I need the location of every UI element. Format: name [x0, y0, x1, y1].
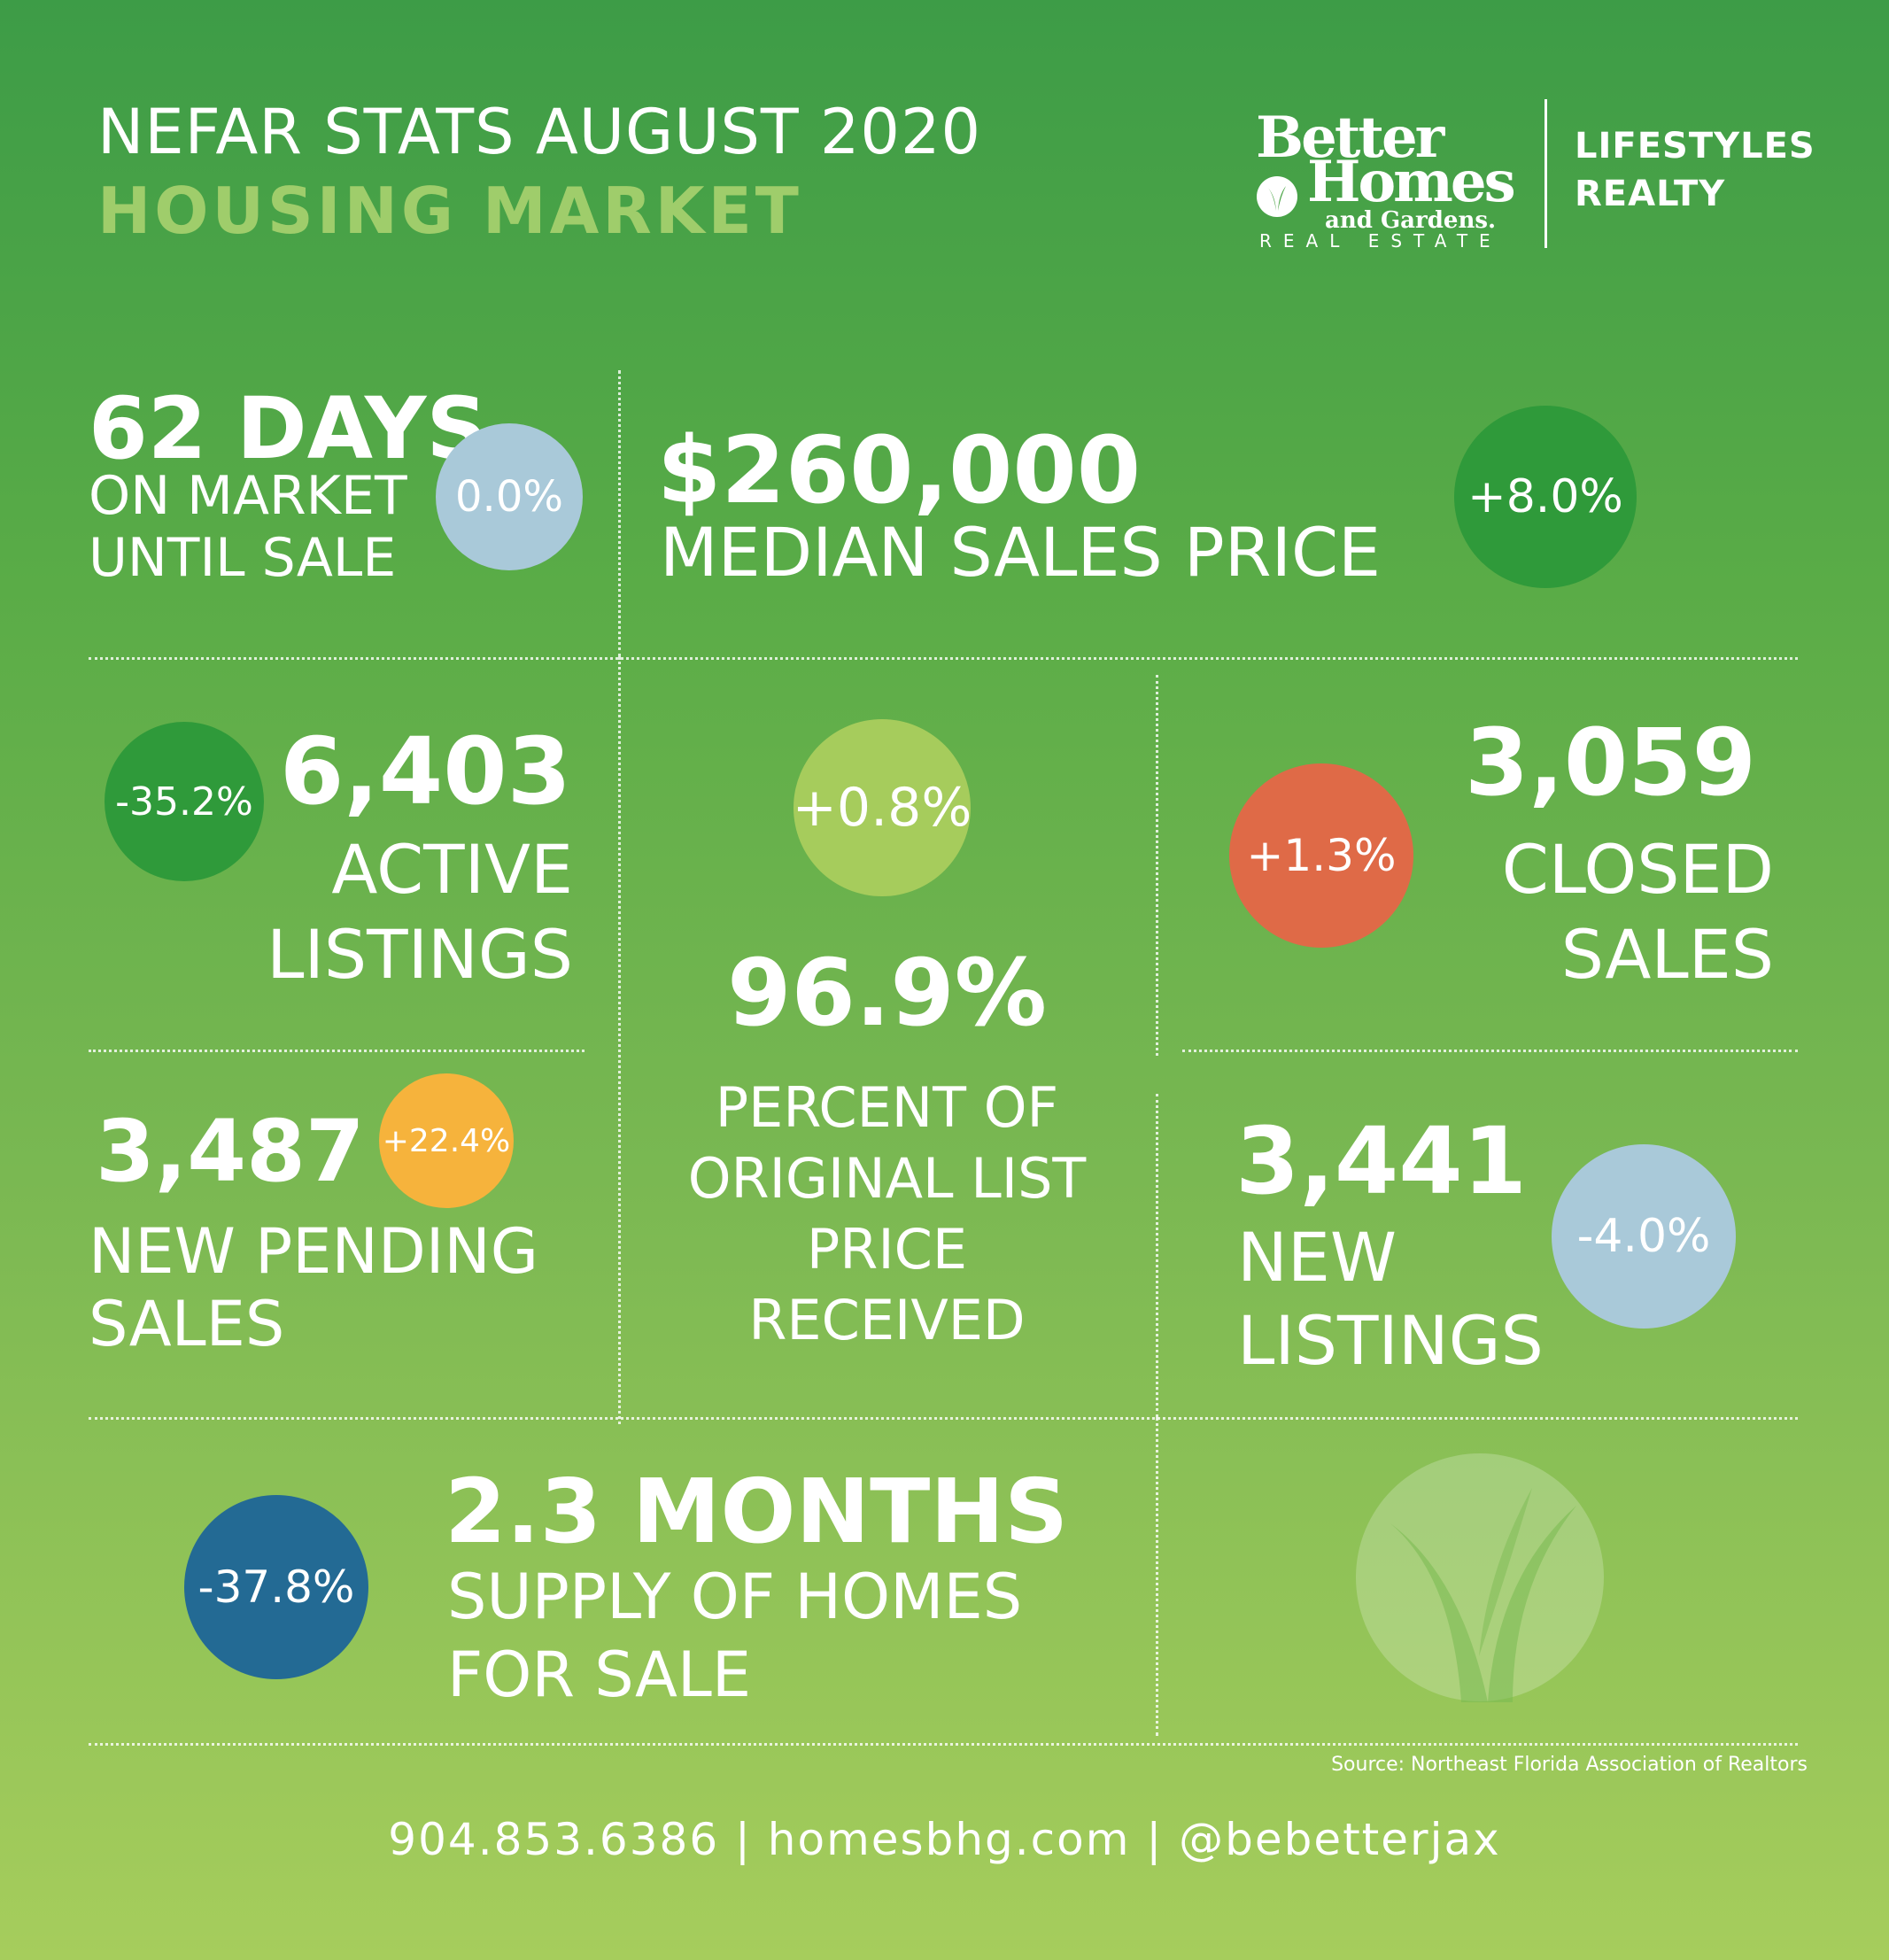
- new-pending-label-2: SALES: [89, 1288, 285, 1360]
- source-note: Source: Northeast Florida Association of…: [1331, 1754, 1808, 1776]
- new-listings-value: 3,441: [1235, 1107, 1527, 1215]
- closed-sales-label-1: CLOSED: [1501, 830, 1774, 909]
- logo-divider: [1544, 99, 1547, 248]
- list-price-label-4: RECEIVED: [748, 1288, 1026, 1352]
- divider-row1: [89, 657, 1798, 660]
- closed-sales-change-badge: +1.3%: [1229, 763, 1413, 948]
- divider-top-vertical: [618, 370, 621, 657]
- logo-real-estate-text: REAL ESTATE: [1259, 230, 1502, 252]
- median-price-change-badge: +8.0%: [1454, 406, 1637, 588]
- list-price-label-1: PERCENT OF: [715, 1075, 1059, 1140]
- new-pending-change-badge: +22.4%: [379, 1073, 514, 1208]
- page-title: NEFAR STATS AUGUST 2020: [97, 96, 982, 168]
- list-price-value: 96.9%: [727, 939, 1047, 1047]
- new-listings-change-badge: -4.0%: [1552, 1144, 1736, 1329]
- active-listings-change-badge: -35.2%: [105, 722, 264, 881]
- list-price-label-2: ORIGINAL LIST: [687, 1146, 1087, 1211]
- new-pending-label-1: NEW PENDING: [89, 1215, 539, 1288]
- brand-name-line2: REALTY: [1575, 174, 1726, 214]
- active-listings-label-2: LISTINGS: [267, 915, 573, 994]
- logo-and-gardens-text: and Gardens.: [1325, 207, 1497, 234]
- brand-name-line1: LIFESTYLES: [1575, 126, 1815, 167]
- leaf-icon: [1257, 176, 1297, 217]
- months-supply-value: 2.3 MONTHS: [445, 1460, 1069, 1563]
- list-price-change-badge: +0.8%: [793, 719, 972, 896]
- divider-mid-left-vertical: [618, 657, 621, 1424]
- divider-row3: [89, 1743, 1798, 1746]
- new-pending-value: 3,487: [96, 1102, 365, 1201]
- closed-sales-label-2: SALES: [1560, 915, 1774, 994]
- new-listings-label-1: NEW: [1237, 1218, 1397, 1297]
- list-price-label-3: PRICE: [806, 1217, 968, 1282]
- active-listings-label-1: ACTIVE: [331, 830, 573, 909]
- leaf-emblem-icon: [1356, 1453, 1604, 1702]
- divider-right-inner: [1182, 1050, 1798, 1052]
- median-price-label: MEDIAN SALES PRICE: [660, 513, 1382, 592]
- logo-better-text: Better: [1256, 105, 1444, 171]
- closed-sales-value: 3,059: [1465, 709, 1756, 817]
- days-on-market-change-badge: 0.0%: [436, 423, 583, 570]
- days-on-market-label-2: UNTIL SALE: [89, 527, 397, 589]
- divider-bottom-vertical: [1156, 1417, 1158, 1736]
- divider-mid-right-vertical-top: [1156, 675, 1158, 1056]
- months-supply-change-badge: -37.8%: [184, 1495, 368, 1679]
- days-on-market-value: 62 DAYS: [89, 379, 488, 478]
- contact-footer: 904.853.6386 | homesbhg.com | @bebetterj…: [388, 1814, 1501, 1865]
- days-on-market-label-1: ON MARKET: [89, 465, 407, 527]
- months-supply-label-1: SUPPLY OF HOMES: [447, 1561, 1023, 1633]
- divider-row2: [89, 1417, 1798, 1420]
- new-listings-label-2: LISTINGS: [1237, 1301, 1544, 1380]
- divider-left-inner: [89, 1050, 585, 1052]
- logo-homes-text: Homes: [1307, 149, 1516, 215]
- divider-mid-right-vertical-bottom: [1156, 1094, 1158, 1417]
- months-supply-label-2: FOR SALE: [447, 1638, 752, 1711]
- active-listings-value: 6,403: [280, 717, 571, 825]
- page-subtitle: HOUSING MARKET: [97, 174, 802, 248]
- median-price-value: $260,000: [657, 416, 1142, 524]
